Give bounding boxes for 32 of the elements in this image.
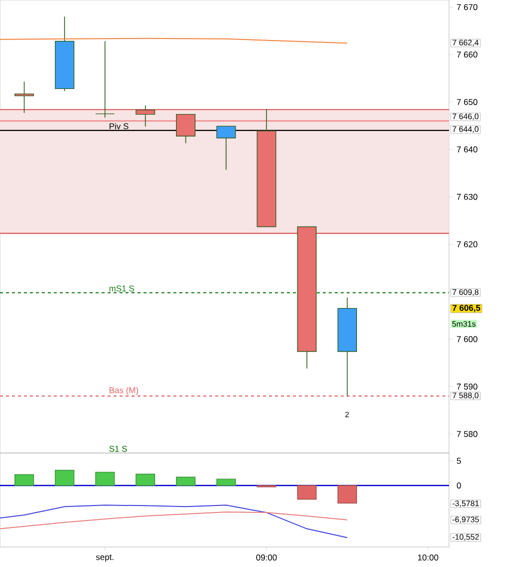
x-tick-label: 09:00 <box>256 554 277 561</box>
ref-line-label: Bas (M) <box>110 386 138 395</box>
line-series <box>0 512 348 530</box>
y-tick-label: 7 620 <box>456 241 478 248</box>
bar <box>297 485 317 500</box>
y-tick-label: 7 580 <box>456 431 478 438</box>
y-tick-label: 7 600 <box>456 336 478 342</box>
bar <box>95 472 115 486</box>
x-tick-label: sept. <box>96 554 114 562</box>
x-tick-label: 10:00 <box>418 554 438 561</box>
y-tick-label: 7 650 <box>456 98 478 105</box>
y-tick-label: 5 <box>456 458 461 464</box>
candlestick <box>216 126 236 170</box>
y-tick-label: 7 670 <box>456 4 478 10</box>
ref-line-label: Piv S <box>110 123 128 130</box>
text: 7 606,5 <box>452 304 480 312</box>
y-tick-label: 7 640 <box>456 146 478 152</box>
ref-line-label: mS1 S <box>110 285 134 292</box>
bar <box>54 470 74 486</box>
bar <box>338 485 357 504</box>
bar <box>14 474 34 486</box>
bar <box>216 478 236 486</box>
candlestick <box>95 40 115 118</box>
candlestick <box>176 114 196 144</box>
y-tick-label: 7 660 <box>456 52 478 58</box>
line-series <box>0 504 348 538</box>
y-tick-label: 0 <box>456 482 461 488</box>
bar <box>136 474 156 486</box>
bar <box>176 476 196 486</box>
y-tick-label: 7 630 <box>456 194 478 200</box>
y-tick-label: 7 590 <box>456 384 478 390</box>
annotation: S1 S <box>109 446 127 452</box>
